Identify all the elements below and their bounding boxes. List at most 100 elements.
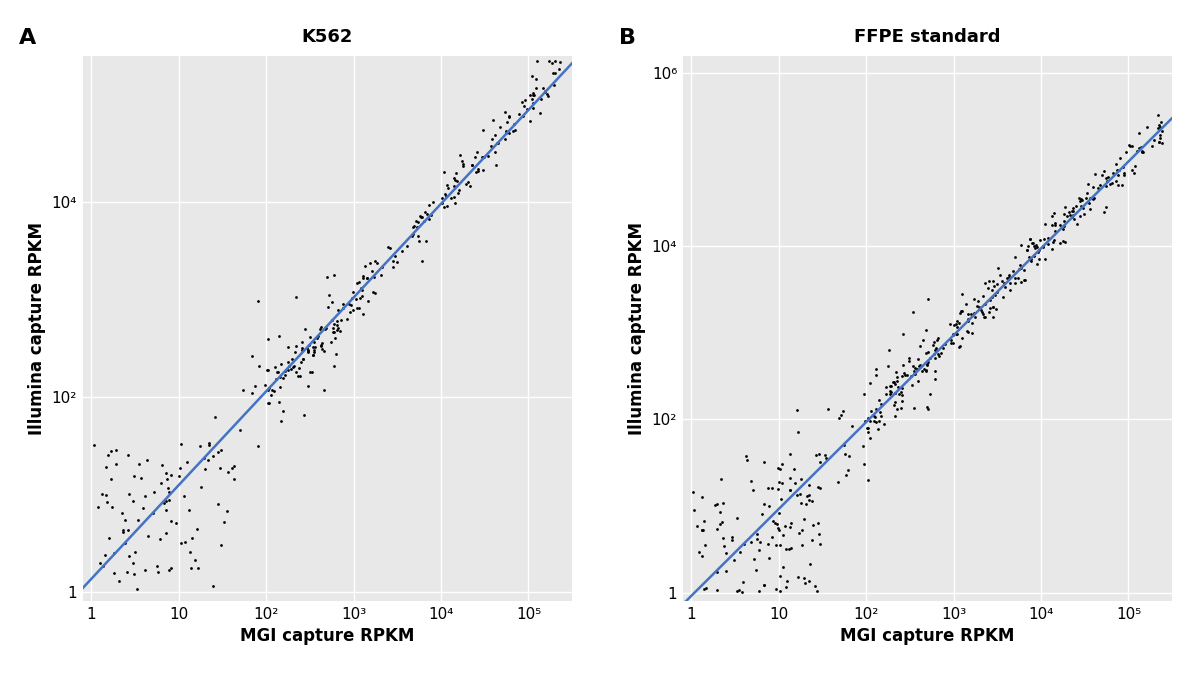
- Point: [546, 68, 565, 79]
- Point: [192, 482, 211, 493]
- Point: [786, 478, 805, 489]
- Point: [1150, 136, 1169, 147]
- Point: [1152, 116, 1171, 127]
- Point: [692, 551, 712, 561]
- Title: FFPE standard: FFPE standard: [854, 28, 1001, 46]
- Point: [126, 547, 145, 558]
- Point: [130, 459, 149, 470]
- Point: [763, 516, 782, 526]
- Point: [1100, 179, 1120, 190]
- Point: [800, 559, 820, 569]
- Point: [1045, 217, 1064, 228]
- Point: [294, 353, 313, 364]
- Point: [1151, 133, 1170, 143]
- Point: [1012, 262, 1031, 273]
- Point: [931, 347, 950, 358]
- Point: [1044, 208, 1063, 219]
- Point: [97, 462, 116, 472]
- Point: [412, 256, 431, 267]
- Point: [1106, 164, 1126, 175]
- Point: [289, 362, 308, 373]
- Point: [300, 340, 319, 351]
- Point: [182, 533, 202, 544]
- Point: [722, 534, 742, 545]
- Point: [160, 495, 179, 505]
- Point: [113, 508, 132, 519]
- Point: [259, 382, 278, 393]
- Point: [792, 539, 811, 550]
- Point: [156, 504, 175, 515]
- Point: [452, 155, 472, 166]
- Point: [272, 359, 292, 370]
- Point: [875, 419, 894, 429]
- Point: [152, 459, 172, 470]
- Point: [779, 544, 798, 555]
- Point: [324, 269, 343, 280]
- Point: [968, 296, 988, 307]
- Point: [211, 539, 230, 550]
- Point: [839, 450, 858, 461]
- Point: [178, 456, 197, 467]
- Point: [890, 387, 910, 398]
- Point: [690, 546, 709, 557]
- Point: [224, 461, 244, 472]
- Point: [418, 209, 437, 220]
- Point: [918, 293, 937, 304]
- Point: [1080, 204, 1099, 215]
- Point: [860, 378, 880, 388]
- Point: [467, 147, 486, 158]
- Point: [94, 561, 113, 571]
- Point: [803, 495, 822, 506]
- Point: [150, 534, 169, 545]
- Point: [1133, 146, 1152, 157]
- Point: [799, 495, 818, 505]
- Point: [990, 270, 1009, 281]
- Point: [899, 355, 918, 366]
- Point: [298, 346, 317, 357]
- Point: [727, 513, 746, 524]
- Point: [985, 281, 1004, 291]
- Point: [496, 133, 515, 144]
- Point: [311, 324, 330, 334]
- Point: [432, 197, 451, 208]
- Point: [887, 404, 906, 415]
- Point: [438, 180, 457, 190]
- Point: [871, 411, 890, 421]
- Point: [880, 388, 899, 399]
- Point: [523, 90, 542, 100]
- Point: [324, 360, 343, 371]
- Point: [727, 585, 746, 596]
- Point: [942, 338, 961, 349]
- Point: [808, 586, 827, 596]
- Point: [1015, 275, 1034, 285]
- Point: [490, 121, 509, 132]
- Point: [799, 479, 818, 490]
- Point: [286, 347, 305, 357]
- Point: [889, 388, 908, 399]
- Point: [1064, 214, 1084, 225]
- Point: [714, 540, 733, 551]
- Point: [434, 202, 454, 213]
- Point: [458, 176, 478, 187]
- Point: [211, 445, 230, 456]
- Point: [481, 141, 500, 151]
- Point: [322, 336, 341, 347]
- Point: [695, 584, 714, 595]
- Point: [1076, 193, 1096, 204]
- Point: [1067, 219, 1086, 229]
- Point: [412, 211, 431, 222]
- Point: [946, 328, 965, 339]
- Point: [521, 90, 540, 100]
- Point: [710, 507, 730, 518]
- Point: [893, 382, 912, 393]
- Point: [994, 291, 1013, 302]
- Point: [1151, 130, 1170, 141]
- Point: [283, 354, 302, 365]
- Point: [768, 523, 787, 534]
- Point: [258, 385, 277, 396]
- Point: [925, 374, 944, 384]
- Point: [959, 308, 978, 319]
- Point: [1060, 209, 1079, 220]
- Point: [964, 308, 983, 318]
- Point: [1038, 233, 1057, 244]
